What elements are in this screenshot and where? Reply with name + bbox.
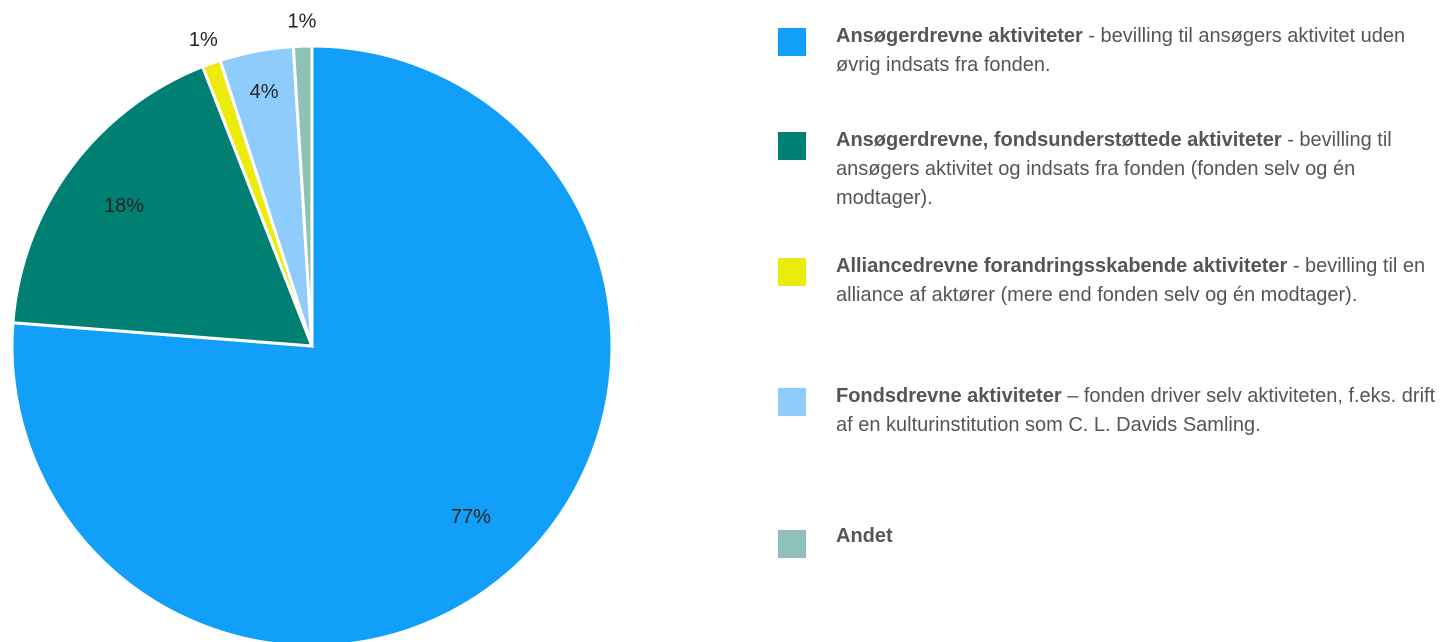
legend-name: Alliancedrevne forandringsskabende aktiv… <box>836 255 1288 277</box>
legend-text: Alliancedrevne forandringsskabende aktiv… <box>836 252 1446 310</box>
pie-slice <box>291 44 314 347</box>
legend-name: Ansøgerdrevne aktiviteter <box>836 25 1083 47</box>
value-label: 1% <box>287 10 316 32</box>
legend-swatch <box>778 28 806 56</box>
legend-text: Fondsdrevne aktiviteter – fonden driver … <box>836 382 1446 440</box>
legend-swatch <box>778 388 806 416</box>
value-label: 4% <box>250 81 279 103</box>
pie: 77% 18% 1% 4% 1% <box>10 10 614 642</box>
legend-description: – fonden driver selv aktiviteten, f.eks.… <box>836 385 1436 436</box>
legend-description: - bevilling til ansøgers aktivitet og in… <box>836 129 1392 209</box>
legend-name: Fondsdrevne aktiviteter <box>836 385 1062 407</box>
value-label: 77% <box>451 506 491 528</box>
legend-description: - bevilling til en alliance af aktører (… <box>836 255 1426 306</box>
legend-text: Ansøgerdrevne aktiviteter - bevilling ti… <box>836 22 1446 80</box>
legend-swatch <box>778 132 806 160</box>
legend-text: Andet <box>836 522 1446 551</box>
value-label: 18% <box>104 195 144 217</box>
legend-description: - bevilling til ansøgers aktivitet uden … <box>836 25 1406 76</box>
value-label: 1% <box>189 29 218 51</box>
legend-swatch <box>778 530 806 558</box>
legend-swatch <box>778 258 806 286</box>
legend-text: Ansøgerdrevne, fondsunderstøttede aktivi… <box>836 126 1446 213</box>
legend-name: Andet <box>836 525 893 547</box>
legend-name: Ansøgerdrevne, fondsunderstøttede aktivi… <box>836 129 1282 151</box>
pie-slice <box>11 64 315 348</box>
